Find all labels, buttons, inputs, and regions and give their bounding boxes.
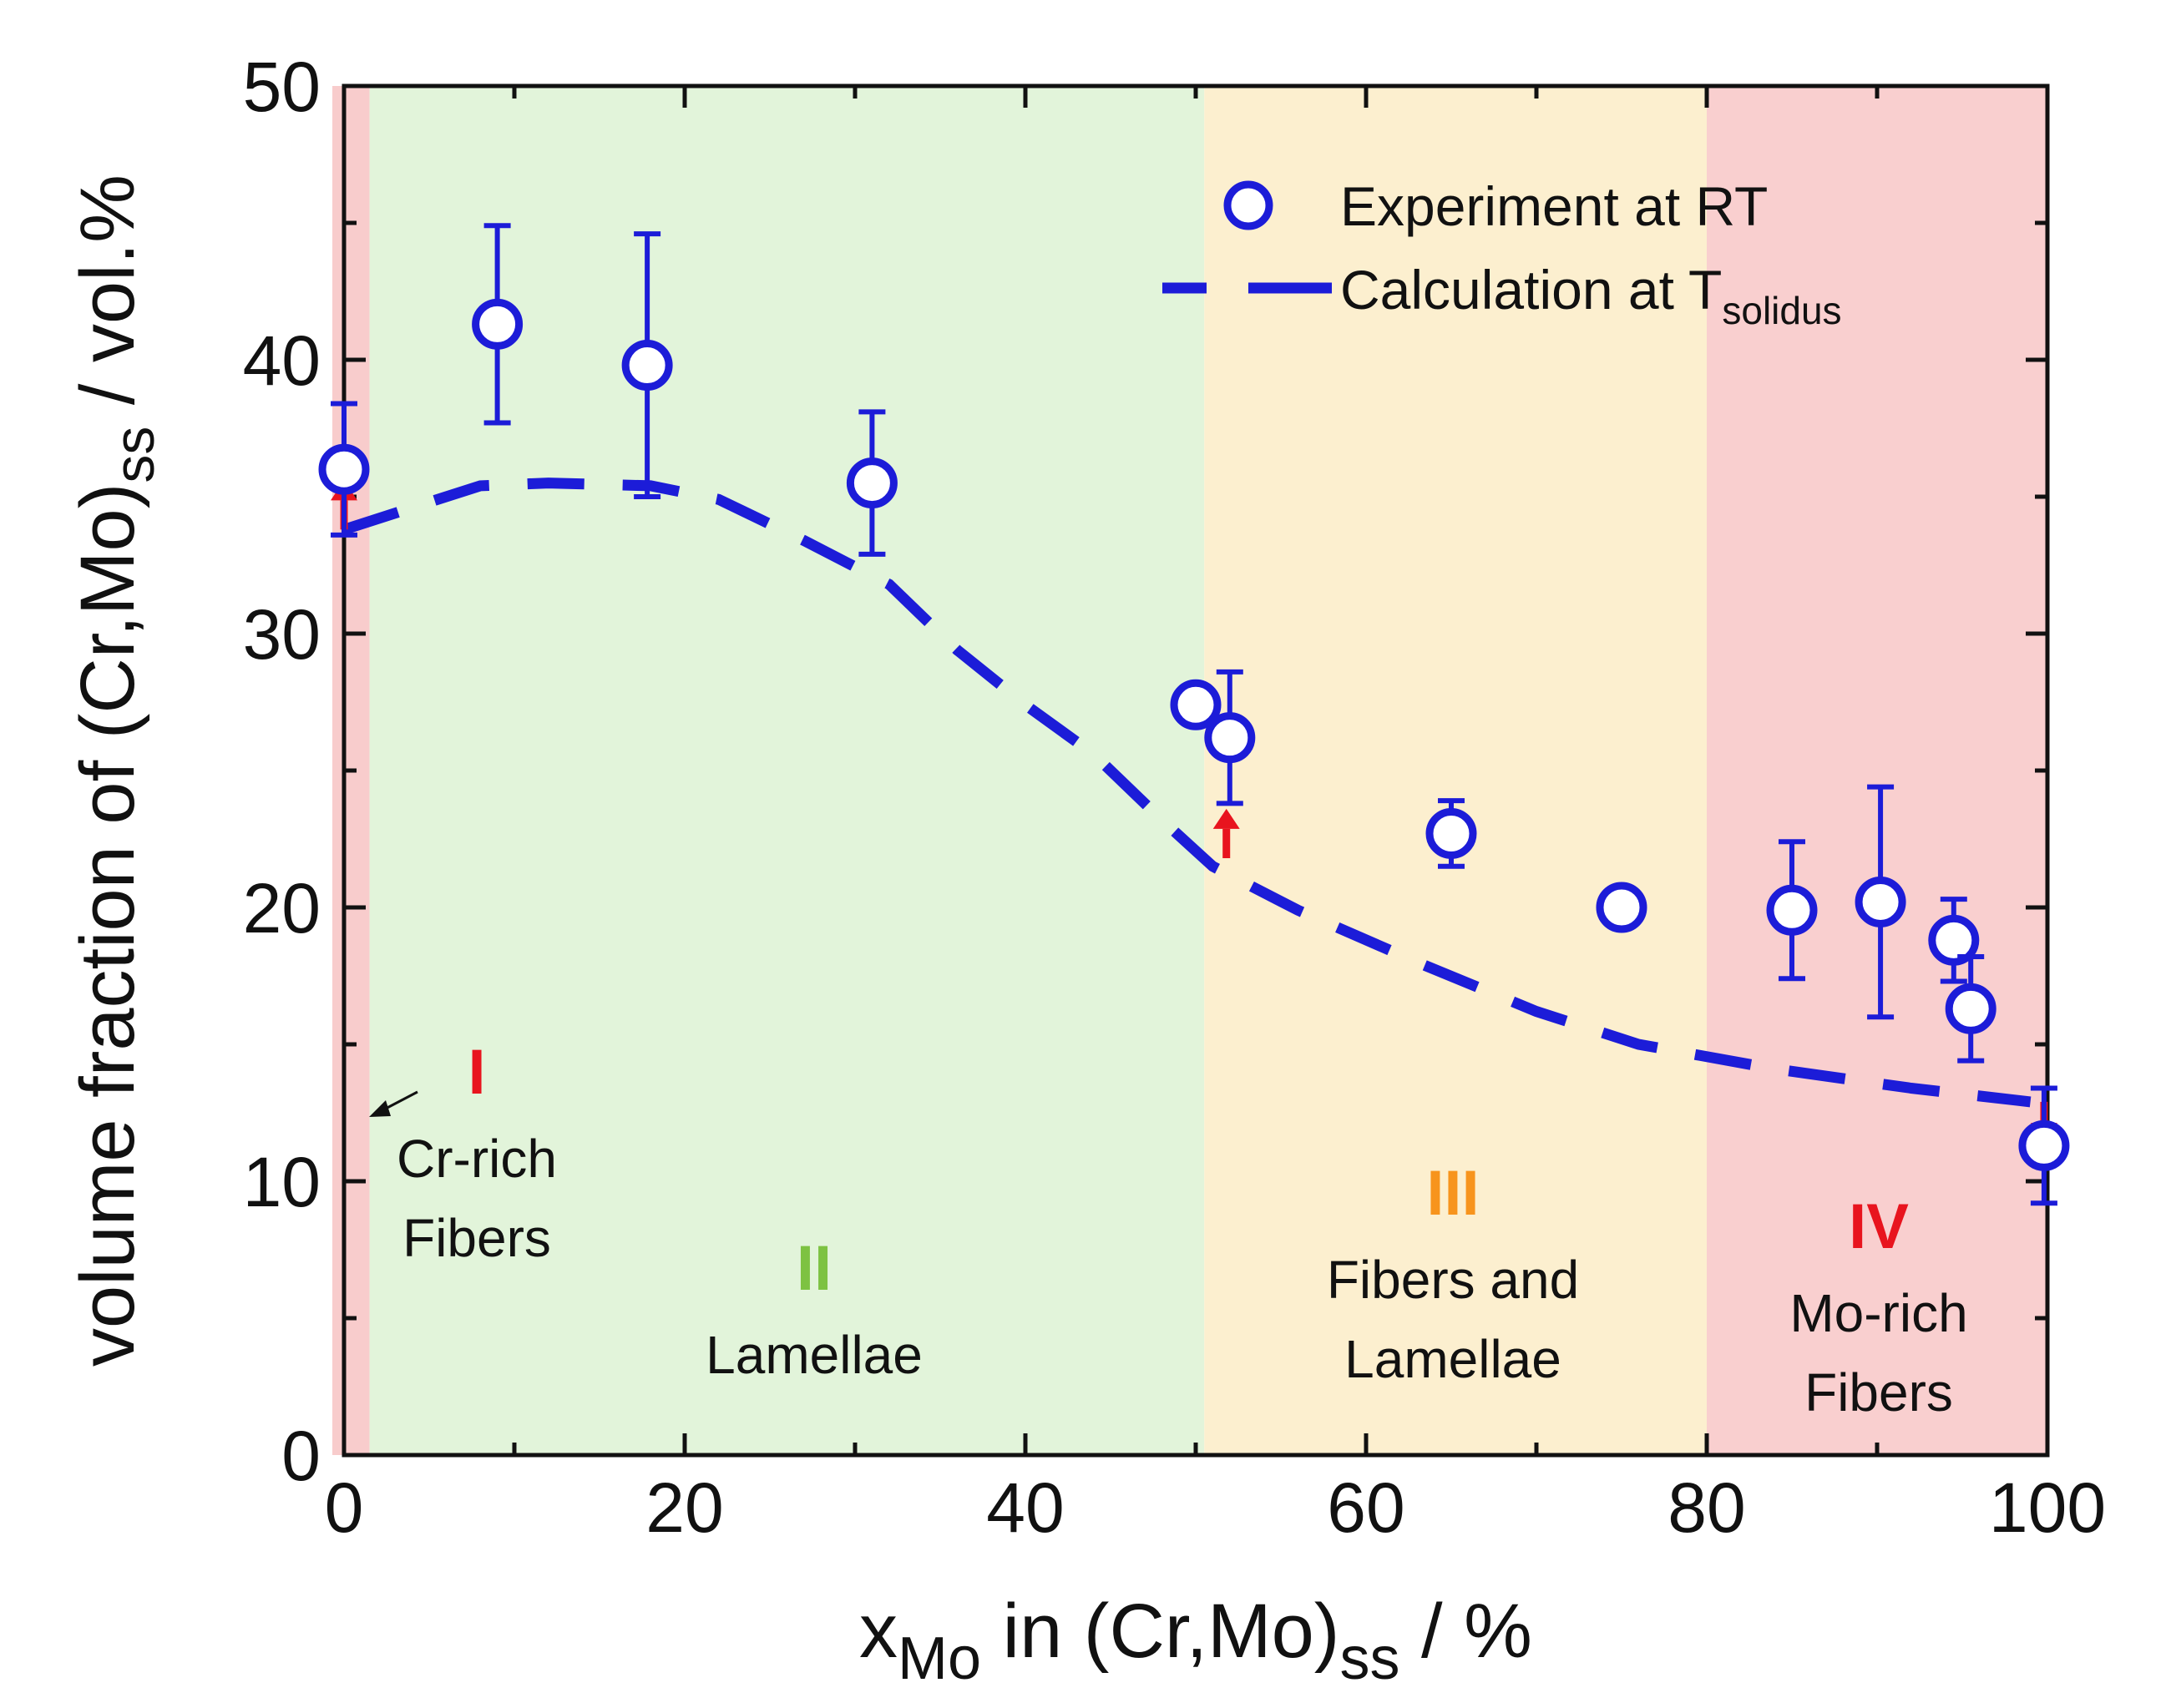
- region-III-bg: [1204, 86, 1707, 1455]
- y-tick-label: 50: [243, 48, 321, 126]
- region-II-numeral: II: [797, 1233, 832, 1304]
- experiment-point: [1204, 712, 1256, 764]
- x-title-subscript: Mo: [898, 1625, 981, 1692]
- region-II-label: Lamellae: [706, 1325, 923, 1385]
- region-I-label: Fibers: [402, 1208, 551, 1268]
- experiment-point: [2018, 1119, 2070, 1171]
- experiment-point: [1425, 807, 1477, 859]
- region-IV-numeral: IV: [1849, 1191, 1909, 1262]
- legend-calc-main: Calculation at T: [1340, 259, 1722, 321]
- legend-label-calculation: Calculation at Tsolidus: [1340, 259, 1842, 332]
- region-III-numeral: III: [1426, 1158, 1479, 1229]
- x-tick-label: 80: [1668, 1468, 1745, 1547]
- y-tick-label: 40: [243, 321, 321, 400]
- region-III-label: Fibers and: [1327, 1250, 1579, 1310]
- x-title-text: / %: [1399, 1589, 1531, 1674]
- legend-label-experiment: Experiment at RT: [1340, 175, 1768, 237]
- experiment-points: [318, 223, 2070, 1206]
- region-I-pointer-head: [369, 1100, 391, 1117]
- experiment-point: [1170, 679, 1222, 730]
- red-arrow-head: [1212, 808, 1240, 829]
- region-IV-label: Mo-rich: [1789, 1283, 1967, 1343]
- y-title-subscript: ss: [103, 427, 166, 483]
- experiment-point: [1596, 882, 1647, 933]
- legend-calc-sub: solidus: [1722, 289, 1841, 332]
- calculation-line: [342, 478, 2032, 1108]
- experiment-point: [1928, 914, 1980, 966]
- experiment-point: [472, 298, 524, 350]
- axis-titles: xMo in (Cr,Mo)ss / %volume fraction of (…: [65, 174, 1532, 1692]
- experiment-point: [1855, 876, 1906, 927]
- region-I-pointer: [382, 1090, 418, 1112]
- experiment-point: [318, 443, 370, 495]
- experiment-point: [1766, 884, 1818, 936]
- x-tick-label: 40: [986, 1468, 1064, 1547]
- experiment-point: [621, 340, 673, 392]
- region-labels: I Cr-rich Fibers II Lamellae III Fibers and Lam…: [369, 1037, 1968, 1422]
- x-tick-label: 20: [645, 1468, 723, 1547]
- region-I-numeral: I: [468, 1037, 485, 1108]
- y-tick-label: 20: [243, 869, 321, 947]
- y-axis-title: volume fraction of (Cr,Mo)ss / vol.%: [65, 174, 166, 1367]
- experiment-point: [1945, 983, 1996, 1034]
- y-title-text: volume fraction of (Cr,Mo): [65, 483, 150, 1367]
- y-tick-label: 30: [243, 595, 321, 674]
- x-tick-label: 60: [1327, 1468, 1404, 1547]
- y-tick-label: 10: [243, 1143, 321, 1221]
- x-title-text: x: [859, 1589, 898, 1674]
- x-tick-label: 100: [1989, 1468, 2106, 1547]
- region-III-label: Lamellae: [1344, 1329, 1561, 1389]
- region-I-label: Cr-rich: [397, 1129, 557, 1189]
- y-title-text: / vol.%: [65, 174, 150, 427]
- axis-ticks: 0 20 40 60 80 100 0 10 20 30 40 50: [243, 48, 2107, 1547]
- region-IV-bg: [1707, 86, 2047, 1455]
- x-tick-label: 0: [325, 1468, 364, 1547]
- legend-marker-experiment: [1223, 180, 1273, 230]
- experiment-point: [846, 457, 898, 509]
- calculation-curve: [342, 478, 2032, 1108]
- region-IV-label: Fibers: [1804, 1362, 1953, 1422]
- y-tick-label: 0: [281, 1417, 321, 1495]
- x-title-subscript: ss: [1339, 1625, 1399, 1692]
- x-axis-title: xMo in (Cr,Mo)ss / %: [859, 1589, 1532, 1692]
- region-I-overhang: [332, 86, 344, 1455]
- x-title-text: in (Cr,Mo): [981, 1589, 1339, 1674]
- legend: Experiment at RT Calculation at Tsolidus: [1162, 175, 1842, 332]
